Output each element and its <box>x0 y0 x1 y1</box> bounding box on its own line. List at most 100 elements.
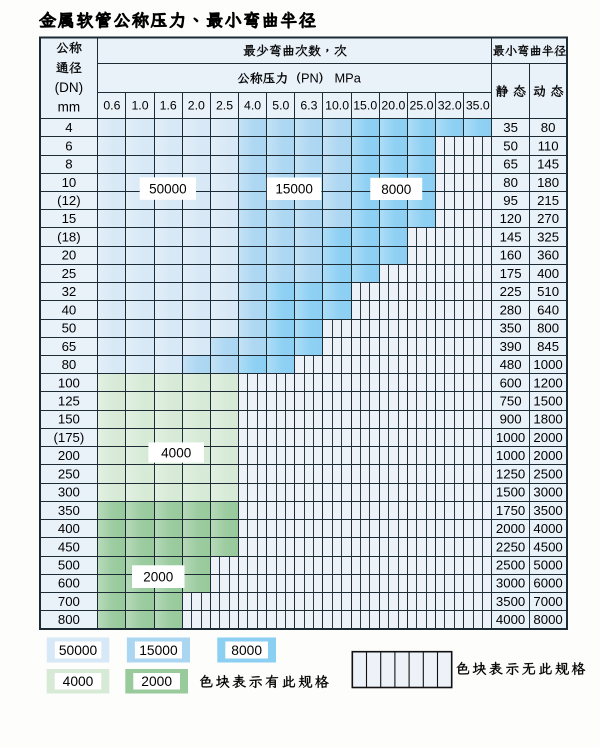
svg-text:3000: 3000 <box>496 576 525 591</box>
svg-text:2000: 2000 <box>533 448 562 463</box>
svg-text:510: 510 <box>537 284 559 299</box>
svg-text:50: 50 <box>503 138 518 153</box>
svg-text:32: 32 <box>62 284 77 299</box>
svg-text:8: 8 <box>65 157 72 172</box>
svg-text:MPa: MPa <box>335 71 362 86</box>
svg-text:110: 110 <box>538 138 559 153</box>
svg-text:360: 360 <box>537 248 559 263</box>
svg-text:4.0: 4.0 <box>244 99 261 113</box>
svg-text:15: 15 <box>62 211 77 226</box>
svg-text:2000: 2000 <box>533 430 562 445</box>
svg-text:80: 80 <box>62 357 77 372</box>
svg-text:180: 180 <box>537 175 559 190</box>
svg-text:120: 120 <box>500 211 522 226</box>
svg-text:6.3: 6.3 <box>300 99 317 113</box>
svg-text:4000: 4000 <box>161 445 191 460</box>
svg-text:350: 350 <box>58 503 80 518</box>
svg-text:270: 270 <box>537 211 559 226</box>
svg-text:15.0: 15.0 <box>353 99 377 113</box>
svg-text:3000: 3000 <box>533 485 562 500</box>
svg-text:1200: 1200 <box>533 375 562 390</box>
svg-text:300: 300 <box>58 485 80 500</box>
svg-text:100: 100 <box>58 375 80 390</box>
svg-text:145: 145 <box>500 230 522 245</box>
svg-text:50000: 50000 <box>149 181 187 196</box>
svg-text:750: 750 <box>500 394 522 409</box>
svg-text:3500: 3500 <box>496 594 525 609</box>
svg-text:5000: 5000 <box>533 558 562 573</box>
svg-text:175: 175 <box>500 266 522 281</box>
svg-text:15000: 15000 <box>275 182 313 197</box>
svg-text:(DN): (DN) <box>55 80 84 95</box>
svg-text:4000: 4000 <box>496 612 525 627</box>
svg-text:40: 40 <box>62 302 77 317</box>
svg-text:20: 20 <box>62 248 77 263</box>
svg-text:50: 50 <box>62 321 77 336</box>
svg-text:1500: 1500 <box>496 485 525 500</box>
svg-text:1000: 1000 <box>533 357 562 372</box>
svg-text:0.6: 0.6 <box>103 99 120 113</box>
svg-text:8000: 8000 <box>381 182 411 197</box>
svg-text:350: 350 <box>500 321 522 336</box>
svg-text:4: 4 <box>65 120 72 135</box>
svg-text:1250: 1250 <box>496 466 525 481</box>
svg-text:95: 95 <box>503 193 518 208</box>
svg-text:225: 225 <box>500 284 522 299</box>
svg-text:2000: 2000 <box>496 521 525 536</box>
svg-text:2250: 2250 <box>496 539 525 554</box>
svg-text:(12): (12) <box>57 193 80 208</box>
svg-text:160: 160 <box>500 248 522 263</box>
svg-text:145: 145 <box>537 157 559 172</box>
svg-text:800: 800 <box>537 321 559 336</box>
svg-text:35.0: 35.0 <box>466 99 490 113</box>
svg-text:2000: 2000 <box>141 674 172 689</box>
svg-text:6: 6 <box>65 138 72 153</box>
svg-text:700: 700 <box>58 594 80 609</box>
svg-text:845: 845 <box>537 339 559 354</box>
svg-text:4000: 4000 <box>533 521 562 536</box>
svg-text:20.0: 20.0 <box>381 99 405 113</box>
svg-text:1000: 1000 <box>496 430 525 445</box>
svg-text:390: 390 <box>500 339 522 354</box>
svg-text:250: 250 <box>58 466 80 481</box>
svg-text:1.0: 1.0 <box>131 99 148 113</box>
svg-text:2500: 2500 <box>533 466 562 481</box>
svg-text:280: 280 <box>500 302 522 317</box>
svg-text:640: 640 <box>537 302 559 317</box>
svg-text:(175): (175) <box>54 430 85 445</box>
svg-text:80: 80 <box>541 120 556 135</box>
svg-text:400: 400 <box>537 266 559 281</box>
svg-text:325: 325 <box>537 230 559 245</box>
svg-text:450: 450 <box>58 539 80 554</box>
svg-text:(18): (18) <box>57 230 80 245</box>
svg-text:600: 600 <box>500 375 522 390</box>
svg-text:4500: 4500 <box>533 539 562 554</box>
svg-text:10: 10 <box>62 175 77 190</box>
svg-text:600: 600 <box>58 576 80 591</box>
svg-text:8000: 8000 <box>533 612 562 627</box>
svg-text:4000: 4000 <box>63 674 94 689</box>
svg-text:25.0: 25.0 <box>410 99 434 113</box>
svg-text:150: 150 <box>58 412 80 427</box>
svg-text:400: 400 <box>58 521 80 536</box>
svg-text:65: 65 <box>503 157 518 172</box>
svg-text:800: 800 <box>58 612 80 627</box>
svg-text:215: 215 <box>537 193 559 208</box>
svg-text:2.0: 2.0 <box>188 99 205 113</box>
svg-text:500: 500 <box>58 558 80 573</box>
svg-text:PN: PN <box>301 71 319 86</box>
svg-text:10.0: 10.0 <box>325 99 349 113</box>
svg-text:480: 480 <box>500 357 522 372</box>
svg-text:35: 35 <box>503 120 518 135</box>
svg-text:1500: 1500 <box>533 394 562 409</box>
svg-text:1.6: 1.6 <box>160 99 177 113</box>
svg-text:5.0: 5.0 <box>272 99 289 113</box>
svg-text:1750: 1750 <box>496 503 525 518</box>
svg-text:2500: 2500 <box>496 558 525 573</box>
svg-text:mm: mm <box>58 100 81 115</box>
svg-text:3500: 3500 <box>533 503 562 518</box>
svg-text:7000: 7000 <box>533 594 562 609</box>
svg-text:125: 125 <box>58 394 80 409</box>
svg-text:80: 80 <box>503 175 518 190</box>
svg-text:15000: 15000 <box>139 643 178 658</box>
